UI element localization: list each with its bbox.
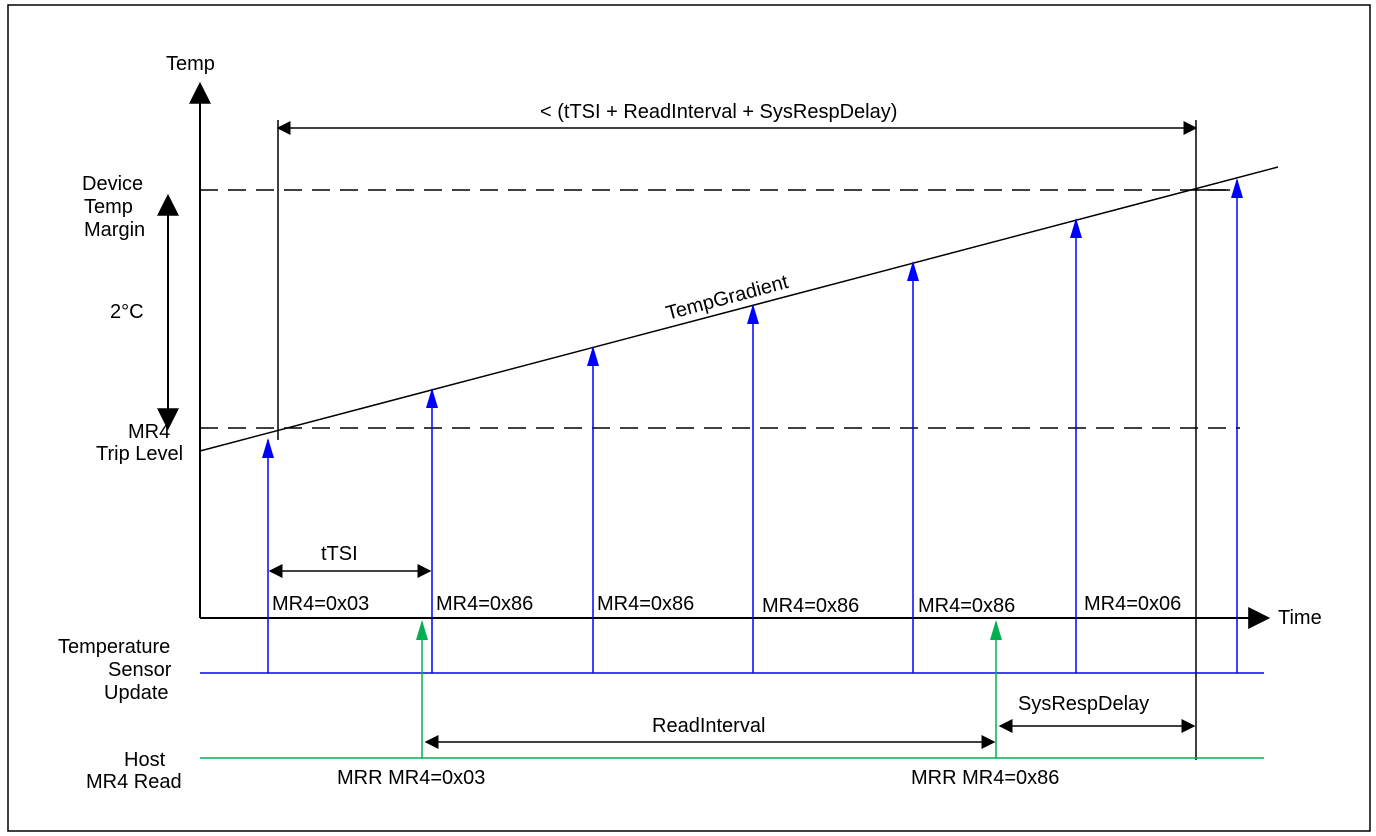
x-axis-label: Time (1278, 607, 1322, 629)
host-read-label: Host MR4 Read (86, 749, 182, 793)
mr4-value-label: MR4=0x86 (597, 593, 694, 615)
delta-temp-label: 2°C (110, 301, 144, 323)
sys-resp-delay-label: SysRespDelay (1018, 693, 1149, 715)
sensor-update-label: Temperature Sensor Update (58, 636, 177, 704)
mr4-value-label: MR4=0x06 (1084, 593, 1181, 615)
mr4-value-label: MR4=0x86 (762, 595, 859, 617)
mr4-value-label: MR4=0x86 (918, 595, 1015, 617)
temp-gradient-line (199, 166, 1279, 452)
ttsi-label: tTSI (321, 543, 358, 565)
margin-level-label: Device Temp Margin (82, 173, 149, 241)
mr4-value-label: MR4=0x03 (272, 593, 369, 615)
span-label: < (tTSI + ReadInterval + SysRespDelay) (540, 101, 897, 123)
host-read-value: MRR MR4=0x03 (337, 767, 485, 789)
diagram-frame (7, 4, 1371, 832)
temp-gradient-label: TempGradient (664, 271, 791, 325)
read-interval-label: ReadInterval (652, 715, 765, 737)
mr4-value-label: MR4=0x86 (436, 593, 533, 615)
y-axis-label: Temp (166, 53, 215, 75)
host-read-value: MRR MR4=0x86 (911, 767, 1059, 789)
trip-level-label: MR4 Trip Level (96, 421, 183, 465)
